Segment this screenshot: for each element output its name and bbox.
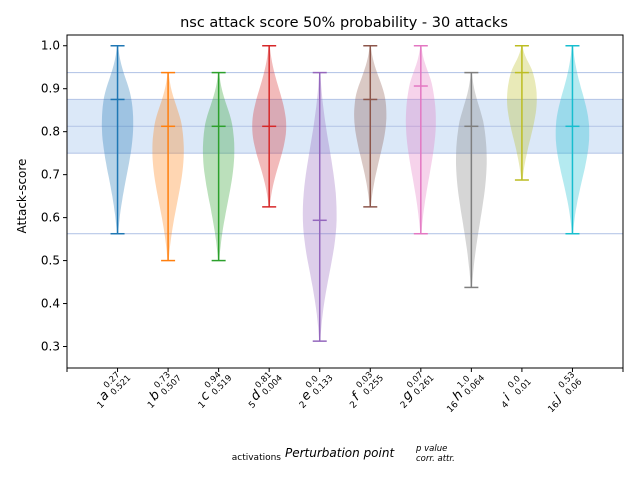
y-tick-label: 0.8 <box>41 125 60 139</box>
violin-c <box>202 71 235 262</box>
violin-b <box>152 71 184 262</box>
reference-band-layer <box>67 72 623 235</box>
x-tick-activations: 2 <box>399 400 410 411</box>
y-tick-label: 0.9 <box>41 82 60 96</box>
violin-e <box>302 71 337 342</box>
x-axis-label-main: Perturbation point <box>285 446 395 460</box>
y-axis-label: Attack-score <box>15 159 29 234</box>
x-tick-activations: 2 <box>298 400 309 411</box>
chart-title: nsc attack score 50% probability - 30 at… <box>180 15 508 31</box>
y-tick-label: 0.4 <box>41 297 60 311</box>
x-axis-label-corr-attr: corr. attr. <box>416 454 455 464</box>
violin-f <box>354 44 387 208</box>
violin-h <box>456 71 487 289</box>
y-axis: 0.3 0.4 0.5 0.6 0.7 0.8 0.9 1.0 <box>41 39 67 354</box>
x-tick-label-d: 5d0.810.004 <box>247 370 285 411</box>
x-tick-label-f: 2f0.030.255 <box>348 370 386 411</box>
x-axis-label-p-value: p value <box>415 444 447 454</box>
violin-layer <box>101 44 590 342</box>
violin-d <box>252 44 287 208</box>
y-tick-label: 0.3 <box>41 340 60 354</box>
plot-frame <box>66 34 624 369</box>
violin-i <box>507 44 537 181</box>
violin-a <box>101 44 134 235</box>
y-tick-label: 0.7 <box>41 168 60 182</box>
violin-j <box>555 44 590 235</box>
x-axis-label-activations: activations <box>232 453 282 463</box>
x-tick-label-c: 1c0.940.519 <box>197 370 235 411</box>
x-tick-activations: 4 <box>500 400 511 411</box>
x-tick-activations: 2 <box>348 400 359 411</box>
x-tick-activations: 5 <box>247 400 258 411</box>
x-tick-label-e: 2e0.00.133 <box>298 373 336 411</box>
x-tick-label-i: 4i0.00.01 <box>500 374 534 411</box>
x-tick-activations: 1 <box>197 400 208 411</box>
x-axis-label: activations Perturbation point p value c… <box>232 444 455 464</box>
y-tick-label: 0.6 <box>41 211 60 225</box>
x-tick-label-b: 1b0.730.507 <box>146 370 184 411</box>
violin-g <box>405 44 436 235</box>
x-tick-label-g: 2g0.070.261 <box>399 370 437 411</box>
y-tick-label: 1.0 <box>41 39 60 53</box>
x-tick-label-a: 1a0.270.521 <box>96 370 134 411</box>
y-tick-label: 0.5 <box>41 254 60 268</box>
x-axis: 1a0.270.521 1b0.730.507 1c0.940.519 5d0.810… <box>66 368 624 415</box>
x-tick-activations: 1 <box>146 400 157 411</box>
x-tick-activations: 1 <box>96 400 107 411</box>
